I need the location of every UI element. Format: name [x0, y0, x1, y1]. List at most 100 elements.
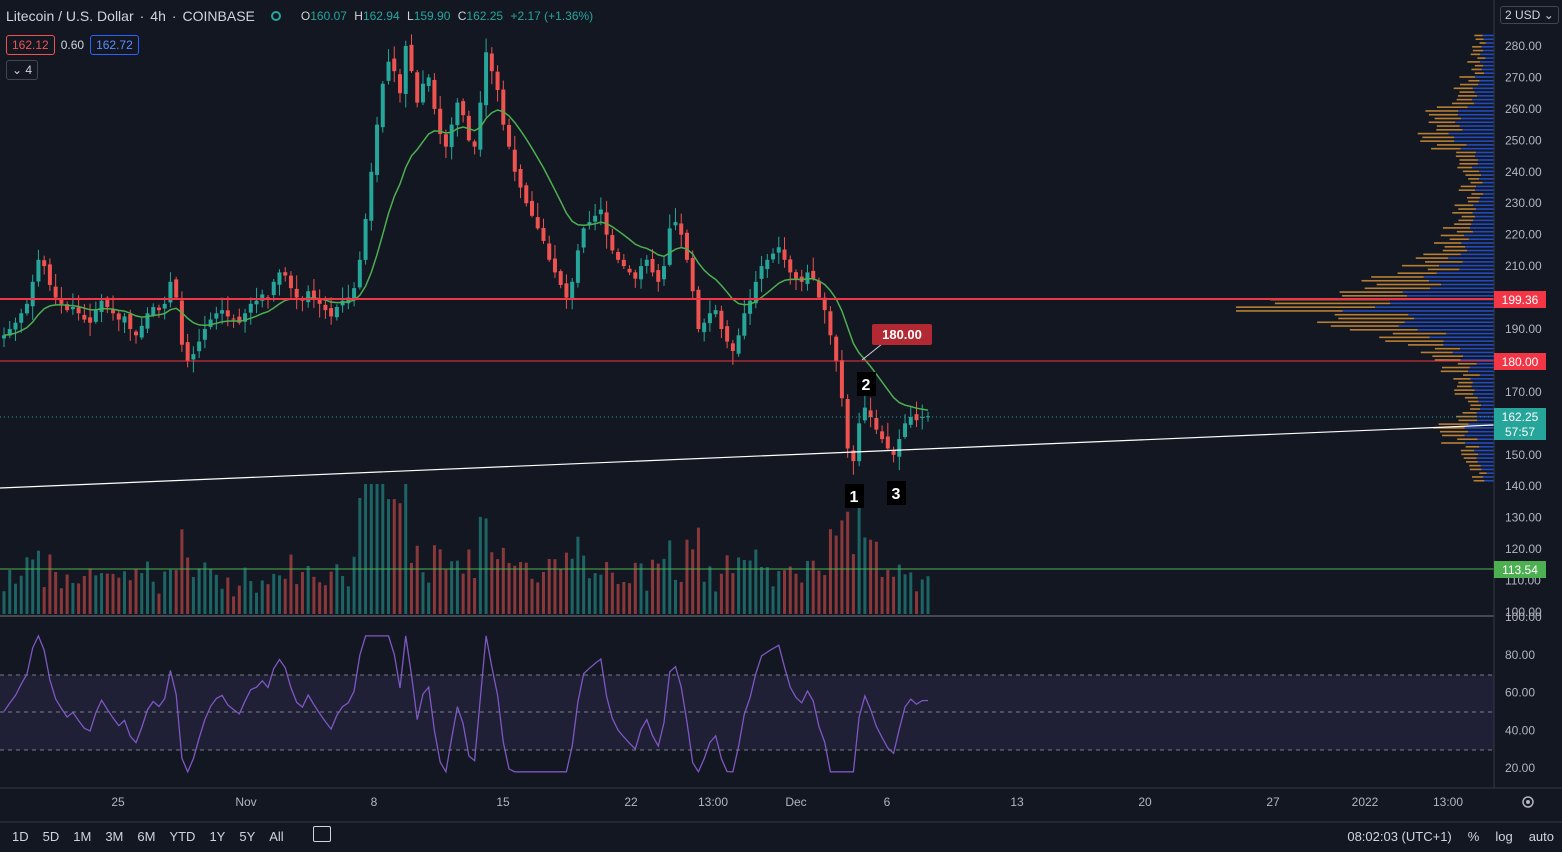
candle-body: [639, 266, 644, 280]
profile-sell: [1479, 42, 1486, 44]
time-tick: 6: [884, 795, 891, 809]
volume-bar: [335, 564, 339, 614]
log-toggle[interactable]: log: [1495, 829, 1513, 844]
profile-buy: [1475, 208, 1494, 210]
volume-bar: [157, 593, 161, 614]
candle-body: [237, 316, 242, 323]
candle-body: [220, 310, 225, 314]
profile-buy: [1471, 223, 1494, 225]
range-1m[interactable]: 1M: [73, 829, 92, 844]
profile-sell: [1461, 453, 1479, 456]
candle-body: [36, 259, 41, 282]
profile-sell: [1455, 155, 1476, 158]
candle-body: [828, 311, 833, 336]
buy-button[interactable]: 162.72: [90, 35, 139, 55]
range-ytd[interactable]: YTD: [169, 829, 196, 844]
candle-body: [736, 335, 741, 354]
profile-buy: [1479, 178, 1494, 180]
date-range-icon[interactable]: [313, 826, 331, 842]
volume-bar: [513, 565, 517, 614]
volume-bar: [610, 572, 614, 614]
range-5y[interactable]: 5Y: [239, 829, 256, 844]
volume-bar: [805, 560, 809, 614]
candle-body: [306, 291, 311, 303]
volume-bars: [2, 484, 930, 614]
candle-body: [535, 217, 540, 229]
volume-bar: [622, 581, 626, 614]
profile-sell: [1458, 208, 1476, 210]
volume-bar: [605, 561, 609, 614]
volume-bar: [490, 552, 494, 614]
profile-sell: [1462, 412, 1477, 414]
symbol-name[interactable]: Litecoin / U.S. Dollar: [6, 8, 134, 24]
volume-bar: [760, 566, 764, 614]
profile-sell: [1334, 313, 1409, 316]
price-tick: 210.00: [1505, 259, 1542, 273]
range-1d[interactable]: 1D: [12, 829, 29, 844]
profile-sell: [1236, 306, 1376, 308]
profile-buy: [1479, 170, 1494, 173]
profile-buy: [1469, 366, 1494, 369]
candle-body: [725, 326, 730, 342]
volume-bar: [249, 581, 253, 614]
candle-body: [696, 289, 701, 329]
time-tick: 25: [111, 795, 125, 809]
sell-button[interactable]: 162.12: [6, 35, 55, 55]
candle-body: [794, 272, 798, 279]
volume-bar: [633, 562, 637, 614]
volume-bar: [381, 484, 385, 614]
market-status-icon: [270, 11, 281, 21]
profile-buy: [1479, 408, 1494, 410]
price-tick: 260.00: [1505, 102, 1542, 116]
profile-sell: [1425, 110, 1459, 112]
candle-body: [673, 222, 678, 226]
price-tick: 270.00: [1505, 70, 1542, 84]
profile-buy: [1470, 378, 1494, 380]
range-all[interactable]: All: [269, 829, 284, 844]
profile-sell: [1422, 136, 1455, 139]
currency-select[interactable]: 2 USD ⌄: [1500, 6, 1559, 24]
percent-toggle[interactable]: %: [1467, 829, 1480, 844]
profile-sell: [1460, 185, 1477, 188]
interval[interactable]: 4h: [150, 8, 166, 24]
volume-bar: [662, 558, 666, 614]
range-1y[interactable]: 1Y: [209, 829, 226, 844]
profile-buy: [1474, 91, 1494, 93]
volume-bar: [536, 582, 540, 614]
profile-sell: [1392, 332, 1447, 335]
volume-bar: [226, 577, 230, 614]
volume-bar: [255, 592, 259, 614]
candle-body: [575, 250, 580, 283]
price-tick: 170.00: [1505, 385, 1542, 399]
profile-sell: [1473, 479, 1485, 482]
volume-bar: [387, 499, 391, 614]
volume-bar: [564, 552, 568, 614]
candle-body: [254, 300, 259, 305]
candle-body: [346, 297, 351, 304]
volume-bar: [364, 484, 368, 614]
candle-body: [70, 306, 75, 310]
volume-bar: [42, 587, 46, 614]
indicators-toggle[interactable]: ⌄ 4: [6, 60, 39, 80]
range-6m[interactable]: 6M: [137, 829, 156, 844]
settings-gear-icon[interactable]: [1522, 796, 1534, 808]
volume-bar: [134, 568, 138, 614]
candle-body: [179, 300, 184, 345]
profile-sell: [1439, 430, 1469, 433]
profile-buy: [1482, 476, 1494, 478]
rsi-tick: 40.00: [1505, 723, 1535, 737]
volume-bar: [599, 574, 603, 614]
volume-bar: [151, 581, 155, 614]
auto-toggle[interactable]: auto: [1528, 829, 1554, 844]
range-5d[interactable]: 5D: [42, 829, 60, 844]
profile-sell: [1463, 457, 1477, 459]
range-3m[interactable]: 3M: [105, 829, 124, 844]
profile-buy: [1473, 393, 1494, 395]
volume-bar: [13, 583, 17, 614]
candle-body: [713, 310, 718, 315]
profile-buy: [1474, 76, 1494, 78]
candle-body: [225, 310, 230, 317]
clock[interactable]: 08:02:03 (UTC+1): [1347, 829, 1452, 844]
volume-bar: [909, 572, 913, 614]
